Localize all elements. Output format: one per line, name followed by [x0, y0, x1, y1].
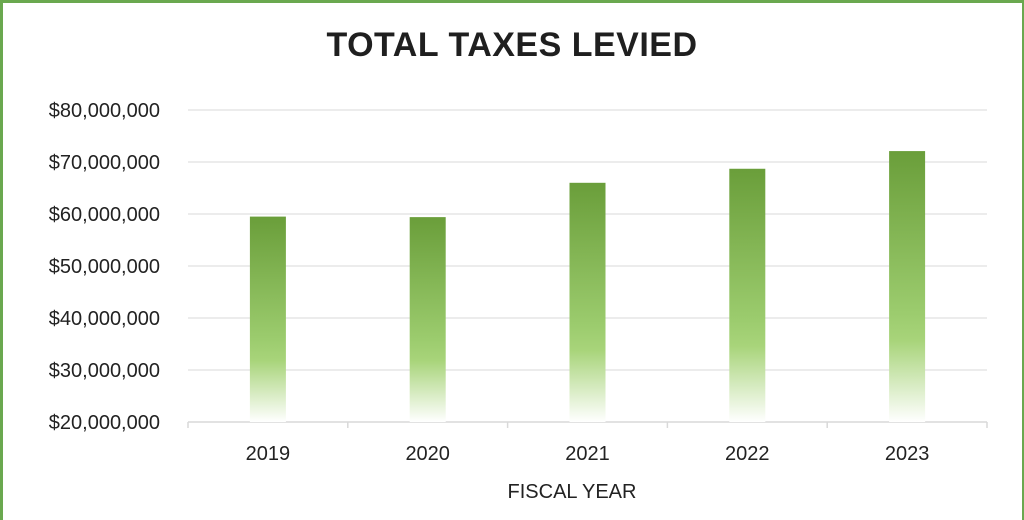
bar-2020 [409, 217, 446, 422]
y-tick-label: $70,000,000 [49, 152, 160, 174]
x-tick-label: 2021 [565, 443, 610, 465]
y-tick-label: $80,000,000 [49, 100, 160, 122]
bars [249, 151, 926, 422]
x-tick-label: 2020 [405, 443, 450, 465]
chart-title: TOTAL TAXES LEVIED [326, 26, 698, 64]
x-tick-label: 2023 [885, 443, 930, 465]
x-axis-title: FISCAL YEAR [508, 481, 637, 503]
bar-2023 [889, 151, 926, 422]
y-tick-label: $40,000,000 [49, 308, 160, 330]
y-tick-label: $50,000,000 [49, 256, 160, 278]
y-tick-label: $20,000,000 [49, 412, 160, 434]
y-tick-label: $60,000,000 [49, 204, 160, 226]
x-axis-ticks: 2019 2020 2021 2022 2023 [187, 422, 988, 465]
x-tick-label: 2022 [725, 443, 770, 465]
y-axis-ticks: $20,000,000 $30,000,000 $40,000,000 $50,000… [49, 100, 160, 434]
y-tick-label: $30,000,000 [49, 360, 160, 382]
bar-2022 [729, 168, 766, 422]
x-tick-label: 2019 [246, 443, 291, 465]
bar-2021 [569, 182, 606, 422]
bar-2019 [249, 216, 286, 422]
